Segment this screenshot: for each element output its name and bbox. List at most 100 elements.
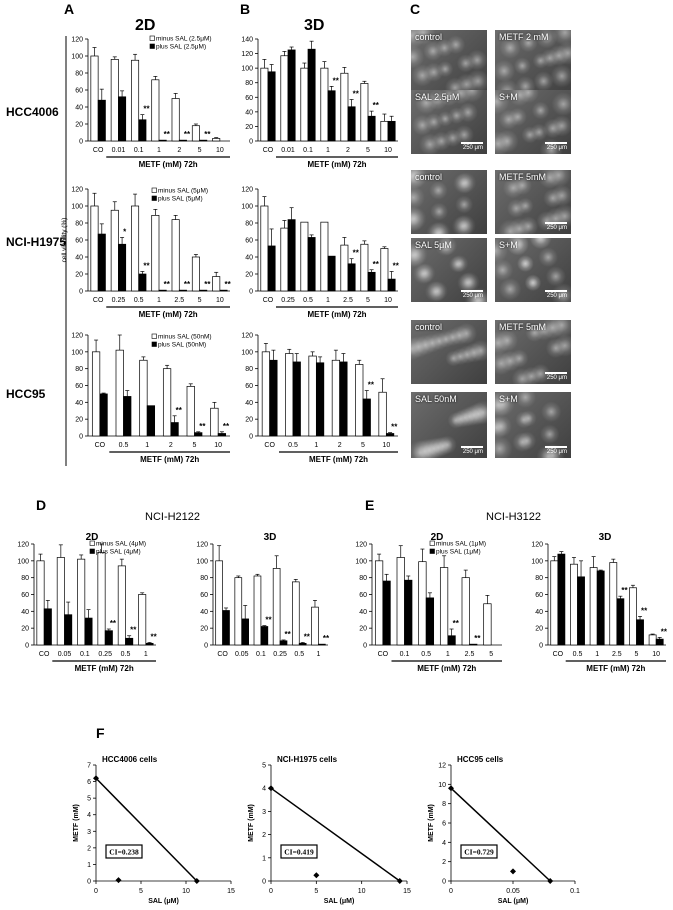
x-tick-label: 0.5 [573, 651, 583, 658]
y-tick-label: 0 [79, 434, 83, 441]
x-tick-label: 2.5 [343, 297, 353, 304]
significance-label: ** [373, 260, 380, 269]
y-tick-label: 20 [245, 417, 253, 424]
micrograph-label: S+M [499, 240, 518, 250]
significance-label: ** [223, 422, 230, 431]
significance-label: ** [265, 616, 272, 625]
x-axis-label: METF (mM) 72h [139, 310, 198, 319]
x-tick-label: CO [263, 297, 274, 304]
x-tick-label: 0 [94, 888, 98, 895]
y-tick-label: 40 [535, 609, 543, 616]
significance-label: ** [368, 381, 375, 390]
chart-title: HCC95 cells [457, 755, 504, 764]
x-tick-label: 2 [338, 442, 342, 449]
legend-swatch [151, 341, 157, 347]
isobole-endpoint [268, 785, 274, 792]
y-tick-label: 0 [79, 289, 83, 296]
y-tick-label: 120 [71, 333, 83, 340]
x-axis-label: METF (mM) 72h [586, 664, 645, 673]
bar-plus [138, 273, 147, 292]
y-tick-label: 80 [200, 575, 208, 582]
bar-plus [387, 278, 396, 292]
bar-minus [378, 391, 387, 437]
combination-point [313, 872, 320, 879]
bar-plus [146, 405, 156, 437]
y-tick-label: 60 [75, 88, 83, 95]
bar-minus [212, 138, 221, 142]
scale-bar [545, 222, 567, 224]
x-tick-label: 0.5 [303, 297, 313, 304]
x-tick-label: 2.5 [612, 651, 622, 658]
micrograph-4: S+M 250 μm [495, 90, 571, 154]
bar-minus [260, 67, 269, 142]
y-tick-label: 100 [241, 204, 253, 211]
y-tick-label: 20 [200, 626, 208, 633]
bar-plus [404, 579, 413, 646]
bar-plus [292, 361, 301, 437]
ci-box [280, 844, 318, 859]
x-tick-label: 0.5 [421, 651, 431, 658]
scale-bar [545, 372, 567, 374]
bar-minus [36, 560, 45, 646]
bar-minus [280, 55, 289, 142]
x-tick-label: 1 [144, 651, 148, 658]
bar-plus [287, 219, 296, 292]
isobologram-f1: 0 1 2 3 4 5 6 7 0 5 10 15 HCC4006 cells SAL (μM) METF … [73, 755, 235, 905]
bar-plus [382, 580, 391, 646]
chart-title: 3D [599, 532, 612, 543]
y-tick-label: 0 [87, 879, 91, 886]
bar-minus [320, 221, 329, 292]
significance-label: ** [164, 280, 171, 289]
x-tick-label: CO [93, 147, 104, 154]
micrograph-label: SAL 2.5μM [415, 92, 460, 102]
bar-minus [260, 205, 269, 292]
bar-plus [118, 96, 127, 142]
bar-minus [360, 83, 369, 142]
y-tick-label: 40 [245, 255, 253, 262]
y-tick-label: 4 [87, 812, 91, 819]
significance-label: * [123, 227, 127, 236]
bar-minus [629, 587, 637, 646]
bar-plus [318, 643, 326, 646]
y-tick-label: 6 [442, 821, 446, 828]
significance-label: ** [323, 634, 330, 643]
legend-label: minus SAL (4μM) [96, 541, 146, 548]
ci-value: CI=0.729 [464, 848, 494, 857]
y-tick-label: 80 [535, 575, 543, 582]
y-tick-label: 10 [438, 782, 446, 789]
isobole-endpoint [448, 785, 454, 792]
significance-label: ** [225, 280, 232, 289]
significance-label: ** [184, 130, 191, 139]
scale-bar-label: 250 μm [462, 145, 483, 151]
x-tick-label: CO [264, 442, 275, 449]
scale-bar-label: 250 μm [462, 293, 483, 299]
y-tick-label: 120 [71, 187, 83, 194]
bar-minus [300, 67, 309, 142]
bar-minus [115, 349, 124, 437]
ci-box [105, 844, 143, 859]
bar-minus [191, 125, 200, 142]
x-tick-label: 5 [198, 297, 202, 304]
isobole-endpoint [93, 775, 99, 782]
y-tick-label: 0 [249, 139, 253, 146]
bar-plus [279, 640, 288, 646]
y-tick-label: 100 [355, 558, 367, 565]
y-tick-label: 4 [262, 786, 266, 793]
y-tick-label: 40 [359, 609, 367, 616]
bar-minus [90, 55, 99, 142]
y-tick-label: 20 [245, 124, 253, 131]
x-tick-label: 10 [182, 888, 190, 895]
bar-minus [374, 560, 384, 646]
combination-point [115, 877, 122, 884]
x-tick-label: 10 [216, 297, 224, 304]
bar-minus [139, 359, 148, 437]
x-tick-label: 10 [652, 651, 660, 658]
x-tick-label: 2 [346, 147, 350, 154]
bar-plus [315, 362, 325, 437]
bar-plus [387, 120, 396, 142]
scale-bar-label: 250 μm [546, 145, 567, 151]
bar-minus [90, 205, 99, 292]
bar-chart-b1: 0 20 40 60 80 100 120 140 CO 0.01 0.1 1 ** 2 ** 5 ** 10 ME… [241, 37, 398, 169]
bar-minus [570, 563, 578, 646]
